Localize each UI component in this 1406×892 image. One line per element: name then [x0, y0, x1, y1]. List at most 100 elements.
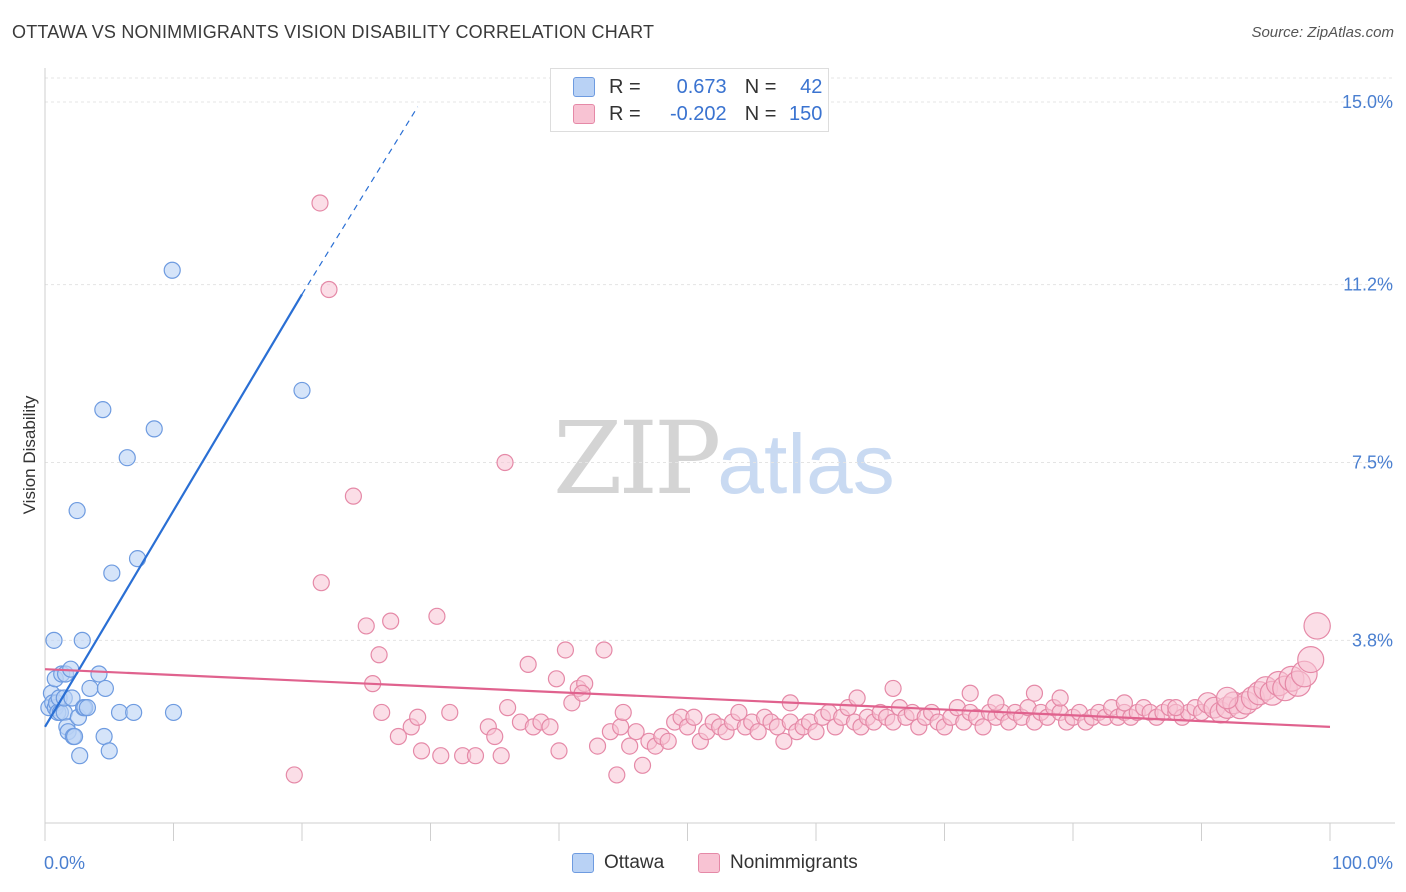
ottawa-point: [100, 742, 118, 760]
nonimmigrants-point: [320, 280, 338, 299]
nonimmigrants-point: [807, 723, 825, 741]
watermark-atlas: atlas: [717, 417, 895, 511]
nonimmigrants-point: [412, 742, 431, 760]
ottawa-point: [164, 703, 183, 722]
nonimmigrants-points: [285, 194, 1331, 784]
ottawa-point: [78, 699, 97, 717]
gridlines: [45, 77, 1395, 641]
nonimmigrants-point: [1115, 694, 1134, 712]
nonimmigrants-point: [409, 708, 427, 726]
x-tick-label: 100.0%: [1332, 853, 1393, 873]
x-tick-label: 0.0%: [44, 853, 85, 873]
correlation-legend: R = 0.673 N = 42 R = -0.202 N = 150: [550, 68, 829, 132]
nonimmigrants-point: [961, 684, 979, 702]
ottawa-point: [95, 727, 113, 746]
ottawa-point: [145, 420, 163, 438]
ottawa-swatch: [573, 77, 595, 97]
nonimmigrants-point: [311, 194, 329, 212]
ottawa-trend-extension: [301, 106, 419, 295]
ottawa-point: [71, 747, 89, 765]
nonimmigrants-point: [685, 708, 703, 726]
source-label: Source: ZipAtlas.com: [1251, 24, 1394, 41]
legend-r-value: -0.202: [669, 102, 727, 125]
nonimmigrants-point: [492, 747, 510, 765]
nonimmigrants-point: [633, 756, 652, 774]
nonimmigrants-point: [1215, 686, 1239, 710]
watermark: ZIPatlas: [553, 400, 895, 517]
chart-title: OTTAWA VS NONIMMIGRANTS VISION DISABILIT…: [12, 22, 655, 42]
nonimmigrants-point: [466, 747, 485, 765]
nonimmigrants-label: Nonimmigrants: [730, 852, 858, 873]
legend-n-value: 150: [789, 102, 823, 125]
nonimmigrants-point: [373, 703, 391, 722]
nonimmigrants-point: [987, 694, 1005, 712]
nonimmigrants-point: [659, 732, 677, 750]
ottawa-point: [45, 631, 63, 649]
nonimmigrants-point: [441, 703, 459, 722]
nonimmigrants-point: [344, 487, 362, 505]
ottawa-point: [73, 631, 91, 649]
nonimmigrants-point: [370, 646, 388, 664]
nonimmigrants-point: [432, 747, 450, 765]
ottawa-point: [68, 501, 86, 520]
ottawa-point: [125, 703, 143, 722]
nonimmigrants-point: [974, 718, 992, 736]
nonimmigrants-point: [541, 718, 559, 736]
nonimmigrants-point: [612, 718, 630, 736]
ottawa-point: [163, 261, 181, 279]
ottawa-point: [96, 679, 114, 698]
nonimmigrants-point: [389, 727, 407, 746]
ottawa-point: [128, 550, 147, 568]
nonimmigrants-point: [496, 453, 514, 472]
nonimmigrants-point: [621, 737, 639, 755]
nonimmigrants-point: [312, 574, 330, 592]
watermark-zip: ZIP: [553, 400, 721, 517]
nonimmigrants-point: [486, 727, 504, 746]
nonimmigrants-point: [608, 766, 626, 784]
nonimmigrants-swatch: [573, 104, 595, 124]
nonimmigrants-point: [775, 732, 793, 750]
nonimmigrants-point: [730, 703, 748, 722]
nonimmigrants-point: [1025, 684, 1044, 702]
ottawa-label: Ottawa: [604, 852, 665, 873]
nonimmigrants-point: [848, 689, 866, 707]
y-tick-label: 3.8%: [1352, 630, 1393, 650]
nonimmigrants-point: [428, 607, 446, 625]
ottawa-swatch: [572, 853, 594, 873]
legend-n-label: N =: [744, 75, 777, 98]
ottawa-point: [103, 564, 121, 582]
ottawa-point: [65, 727, 84, 746]
nonimmigrants-swatch: [698, 853, 720, 873]
legend-r-value: 0.673: [676, 75, 727, 98]
trend-lines: [44, 106, 1331, 728]
nonimmigrants-point: [1303, 612, 1331, 640]
bottom-legend-nonimmigrants: Nonimmigrants: [698, 852, 858, 874]
bottom-legend-ottawa: Ottawa: [572, 852, 664, 874]
legend-row-nonimmigrants: R = -0.202 N = 150: [573, 101, 822, 127]
legend-row-ottawa: R = 0.673 N = 42: [573, 74, 822, 100]
nonimmigrants-point: [556, 641, 575, 659]
nonimmigrants-point: [627, 723, 645, 741]
nonimmigrants-trend-line: [44, 668, 1331, 728]
nonimmigrants-point: [357, 617, 375, 635]
nonimmigrants-point: [519, 655, 537, 673]
ottawa-point: [94, 401, 112, 419]
ottawa-trend-line: [44, 293, 303, 728]
y-tick-label: 7.5%: [1352, 453, 1393, 473]
nonimmigrants-point: [382, 612, 400, 630]
nonimmigrants-point: [595, 641, 613, 659]
nonimmigrants-point: [749, 723, 767, 741]
y-tick-label: 15.0%: [1342, 92, 1393, 112]
nonimmigrants-point: [285, 766, 303, 784]
y-tick-label: 11.2%: [1343, 275, 1393, 295]
nonimmigrants-point: [1167, 699, 1185, 717]
legend-r-label: R =: [609, 102, 641, 125]
nonimmigrants-point: [884, 679, 902, 698]
nonimmigrants-point: [588, 737, 607, 755]
ottawa-point: [90, 665, 108, 683]
nonimmigrants-point: [1051, 689, 1069, 707]
nonimmigrants-point: [547, 670, 566, 688]
ottawa-point: [118, 449, 136, 467]
nonimmigrants-point: [614, 703, 632, 722]
